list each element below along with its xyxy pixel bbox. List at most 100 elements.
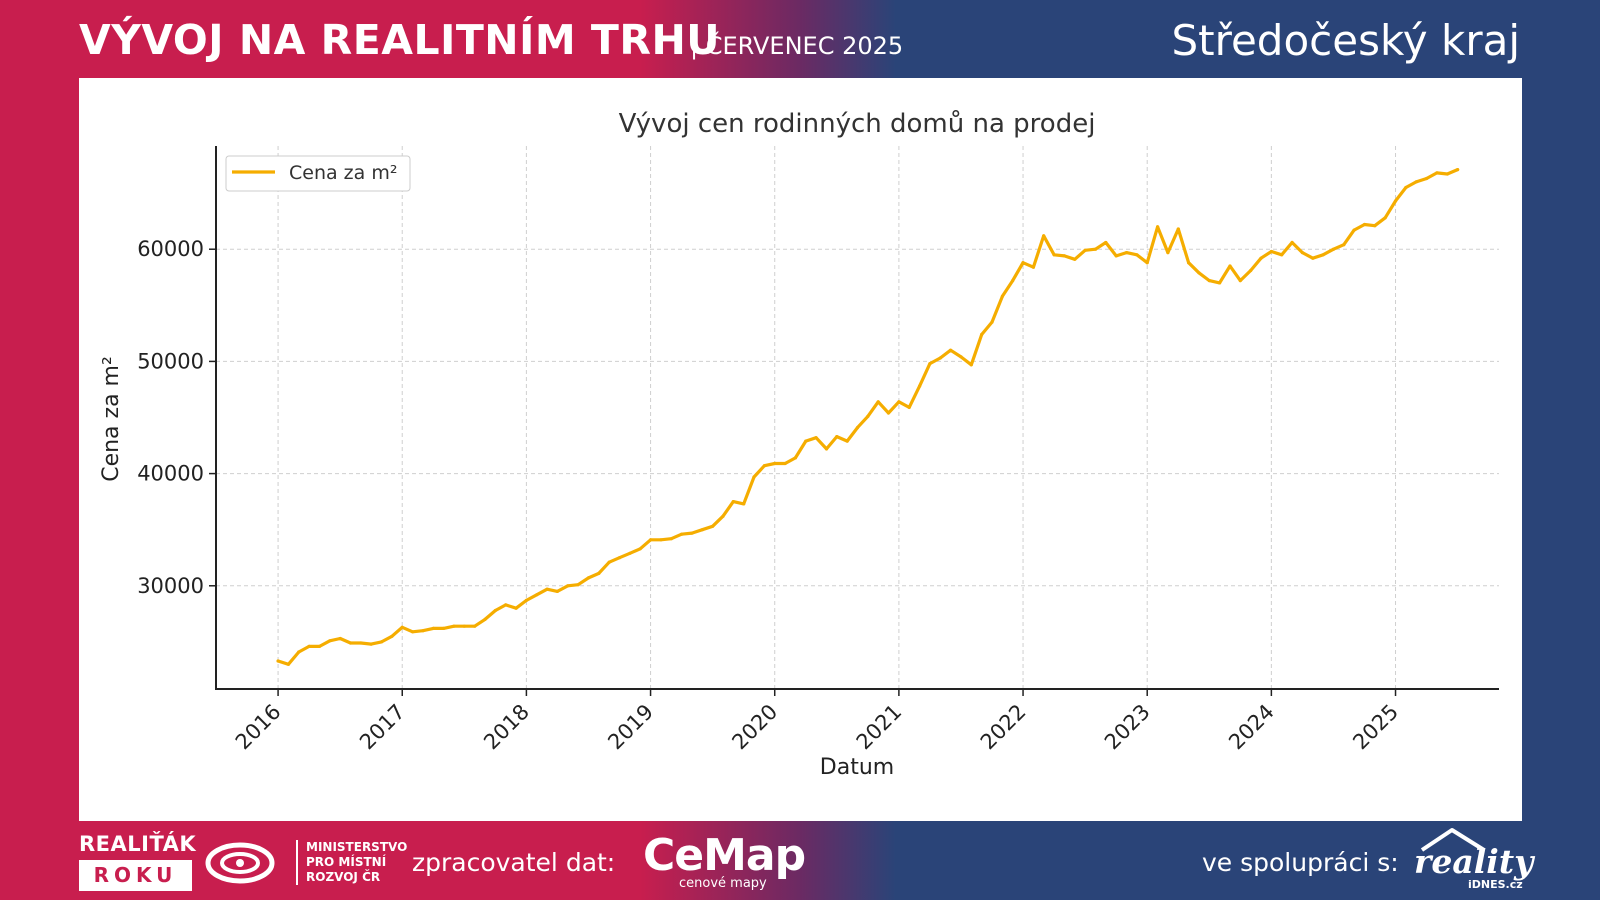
- data-point: [804, 439, 808, 443]
- data-point: [928, 362, 932, 366]
- data-point: [1031, 265, 1035, 269]
- data-point: [793, 456, 798, 460]
- data-point: [783, 461, 787, 466]
- realitak-roku-logo: REALIŤÁK ROKU: [79, 832, 197, 891]
- data-point: [379, 640, 384, 644]
- data-point: [1383, 216, 1387, 220]
- data-point: [649, 538, 653, 542]
- data-point: [617, 556, 622, 560]
- data-point: [731, 500, 735, 504]
- data-point: [359, 641, 363, 645]
- data-point: [1052, 253, 1056, 257]
- data-point: [421, 629, 425, 633]
- data-point: [1135, 253, 1139, 257]
- data-point: [762, 464, 767, 468]
- data-point: [1197, 271, 1201, 275]
- data-point: [390, 634, 394, 638]
- data-point: [597, 571, 601, 575]
- data-point: [886, 411, 891, 415]
- data-point: [1249, 268, 1253, 273]
- data-point: [721, 514, 725, 518]
- reality-logo-sub: iDNES.cz: [1468, 878, 1523, 891]
- data-point: [545, 587, 549, 591]
- x-tick-label: 2024: [1224, 700, 1279, 755]
- cemap-logo-name: CeMap: [643, 830, 806, 881]
- x-tick-label: 2016: [231, 700, 286, 755]
- price-chart: 30000 40000 50000 60000 2016 2017 2018 2019 202…: [99, 109, 1499, 780]
- data-point: [348, 641, 353, 645]
- data-point: [1114, 254, 1118, 258]
- data-point: [555, 589, 559, 593]
- data-point: [317, 644, 322, 649]
- data-point: [1342, 243, 1346, 247]
- data-point: [1445, 172, 1449, 176]
- data-point: [338, 636, 342, 641]
- cemap-logo-sub: cenové mapy: [679, 876, 767, 891]
- data-point: [742, 502, 746, 506]
- data-point: [1238, 279, 1242, 283]
- data-point: [1414, 180, 1418, 184]
- data-point: [1259, 256, 1263, 260]
- data-point: [1435, 171, 1439, 175]
- data-point: [442, 626, 446, 631]
- data-point: [400, 625, 404, 629]
- data-point: [628, 551, 632, 555]
- legend-box: [225, 155, 411, 192]
- legend: Cena za m²: [225, 155, 411, 192]
- data-point: [297, 650, 301, 654]
- chart-panel: 30000 40000 50000 60000 2016 2017 2018 2019 202…: [79, 78, 1522, 821]
- house-roof-icon: [1420, 828, 1486, 852]
- x-tick-layer: 2016 2017 2018 2019 2020 2021 2022 2023 2024 2025: [231, 689, 1403, 754]
- data-point: [1228, 264, 1232, 268]
- data-point: [690, 531, 694, 535]
- reality-logo-word: reality: [1414, 842, 1534, 881]
- data-point: [462, 624, 466, 628]
- data-point: [1187, 261, 1191, 265]
- data-point: [504, 603, 508, 607]
- data-point: [1393, 199, 1398, 203]
- data-point: [1073, 257, 1077, 261]
- data-point: [835, 435, 839, 439]
- data-point: [483, 617, 487, 622]
- data-point: [431, 626, 435, 631]
- data-point: [700, 528, 704, 532]
- data-point: [1176, 227, 1180, 231]
- x-tick-label: 2021: [852, 700, 907, 755]
- data-point: [1362, 222, 1367, 227]
- data-point: [1218, 281, 1222, 285]
- data-point: [1404, 185, 1408, 190]
- data-point: [669, 537, 673, 541]
- data-point: [1083, 248, 1087, 252]
- region-label: Středočeský kraj: [1171, 16, 1520, 65]
- legend-label: Cena za m²: [289, 162, 397, 184]
- x-tick-label: 2018: [479, 700, 534, 755]
- data-point: [286, 662, 290, 666]
- header-bar: VÝVOJ NA REALITNÍM TRHU | ČERVENEC 2025 …: [0, 0, 1600, 80]
- data-point: [1352, 228, 1356, 232]
- ministry-line: PRO MÍSTNÍ: [306, 855, 387, 869]
- data-point: [773, 461, 777, 466]
- data-point: [1456, 168, 1460, 172]
- grid-layer: [216, 146, 1499, 689]
- data-point: [1269, 249, 1273, 254]
- data-point: [814, 436, 818, 440]
- data-point: [1290, 240, 1294, 245]
- data-point: [1062, 254, 1066, 258]
- data-point: [535, 593, 539, 597]
- x-tick-label: 2020: [727, 700, 782, 755]
- page-subtitle: | ČERVENEC 2025: [690, 32, 904, 60]
- data-point: [452, 624, 456, 628]
- data-point: [328, 639, 332, 643]
- data-point: [473, 624, 477, 628]
- realitak-logo-top: REALIŤÁK: [79, 832, 197, 856]
- data-point: [1000, 294, 1005, 298]
- data-point: [980, 332, 984, 337]
- data-point: [711, 524, 715, 528]
- data-point: [752, 475, 756, 479]
- data-point: [680, 532, 684, 536]
- data-point: [1207, 279, 1211, 283]
- data-point: [824, 447, 829, 451]
- cemap-logo: CeMap cenové mapy: [643, 834, 813, 894]
- axis-layer: [215, 146, 1499, 690]
- data-point: [1311, 256, 1315, 260]
